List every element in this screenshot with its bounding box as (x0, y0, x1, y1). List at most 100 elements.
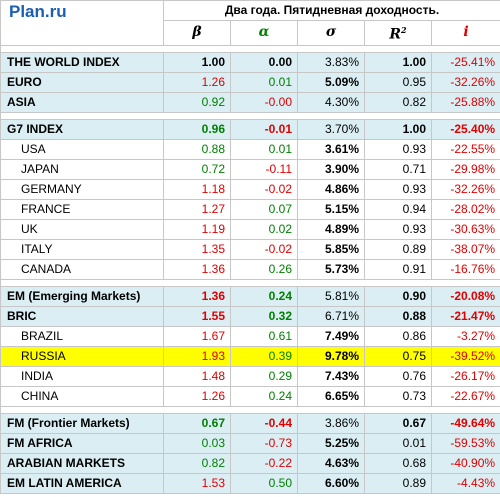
table-row: FM (Frontier Markets) 0.67 -0.44 3.86% 0… (0, 412, 500, 434)
beta-cell: 1.19 (163, 218, 231, 240)
table-row: BRIC 1.55 0.32 6.71% 0.88 -21.47% (0, 305, 500, 327)
title-row: Plan.ru Два года. Пятидневная доходность… (0, 0, 500, 46)
sigma-cell: 5.15% (297, 198, 365, 220)
r2-cell: 0.88 (364, 305, 432, 327)
col-i: i (430, 20, 500, 46)
table-row: G7 INDEX 0.96 -0.01 3.70% 1.00 -25.40% (0, 118, 500, 140)
table-row: ASIA 0.92 -0.00 4.30% 0.82 -25.88% (0, 91, 500, 113)
sigma-cell: 9.78% (297, 345, 365, 367)
alpha-cell: 0.26 (230, 258, 298, 280)
r2-cell: 0.91 (364, 258, 432, 280)
beta-cell: 1.93 (163, 345, 231, 367)
sigma-cell: 3.70% (297, 118, 365, 140)
r2-cell: 0.86 (364, 325, 432, 347)
row-name: FM (Frontier Markets) (0, 412, 164, 434)
sigma-cell: 7.43% (297, 365, 365, 387)
alpha-cell: -0.00 (230, 91, 298, 113)
r2-cell: 0.93 (364, 218, 432, 240)
table-row: INDIA 1.48 0.29 7.43% 0.76 -26.17% (0, 365, 500, 387)
column-header-row: β α σ R2 i (1, 20, 500, 46)
i-cell: -29.98% (430, 158, 500, 180)
table-row: FM AFRICA 0.03 -0.73 5.25% 0.01 -59.53% (0, 432, 500, 454)
i-cell: -38.07% (430, 238, 500, 260)
alpha-cell: -0.11 (230, 158, 298, 180)
r2-cell: 0.76 (364, 365, 432, 387)
row-name: EM LATIN AMERICA (0, 472, 164, 494)
alpha-cell: 0.24 (230, 385, 298, 407)
table-row: CANADA 1.36 0.26 5.73% 0.91 -16.76% (0, 258, 500, 280)
sigma-cell: 7.49% (297, 325, 365, 347)
r2-cell: 0.73 (364, 385, 432, 407)
r2-cell: 0.95 (364, 71, 432, 93)
i-cell: -25.40% (430, 118, 500, 140)
col-sigma: σ (297, 20, 365, 46)
table-row: UK 1.19 0.02 4.89% 0.93 -30.63% (0, 218, 500, 240)
i-cell: -39.52% (430, 345, 500, 367)
i-cell: -32.26% (430, 178, 500, 200)
beta-cell: 1.00 (163, 51, 231, 73)
alpha-cell: -0.22 (230, 452, 298, 474)
sigma-cell: 3.86% (297, 412, 365, 434)
table-row: JAPAN 0.72 -0.11 3.90% 0.71 -29.98% (0, 158, 500, 180)
table-row: GERMANY 1.18 -0.02 4.86% 0.93 -32.26% (0, 178, 500, 200)
r2-cell: 0.71 (364, 158, 432, 180)
beta-cell: 1.36 (163, 258, 231, 280)
i-cell: -59.53% (430, 432, 500, 454)
i-cell: -40.90% (430, 452, 500, 474)
sigma-cell: 5.81% (297, 285, 365, 307)
alpha-cell: -0.01 (230, 118, 298, 140)
row-name: ASIA (0, 91, 164, 113)
row-name: ITALY (0, 238, 164, 260)
row-name: UK (0, 218, 164, 240)
alpha-cell: 0.50 (230, 472, 298, 494)
i-cell: -28.02% (430, 198, 500, 220)
r2-cell: 0.01 (364, 432, 432, 454)
r2-cell: 0.75 (364, 345, 432, 367)
col-beta: β (163, 20, 231, 46)
alpha-cell: -0.02 (230, 178, 298, 200)
i-cell: -20.08% (430, 285, 500, 307)
beta-cell: 1.26 (163, 71, 231, 93)
i-cell: -32.26% (430, 71, 500, 93)
table-row: USA 0.88 0.01 3.61% 0.93 -22.55% (0, 138, 500, 160)
i-cell: -21.47% (430, 305, 500, 327)
r2-cell: 0.82 (364, 91, 432, 113)
beta-cell: 1.36 (163, 285, 231, 307)
sigma-cell: 3.61% (297, 138, 365, 160)
row-name: ARABIAN MARKETS (0, 452, 164, 474)
row-name: EM (Emerging Markets) (0, 285, 164, 307)
alpha-cell: 0.39 (230, 345, 298, 367)
beta-cell: 0.88 (163, 138, 231, 160)
table-row: FRANCE 1.27 0.07 5.15% 0.94 -28.02% (0, 198, 500, 220)
beta-cell: 0.92 (163, 91, 231, 113)
r2-cell: 0.67 (364, 412, 432, 434)
sigma-cell: 6.65% (297, 385, 365, 407)
alpha-cell: -0.44 (230, 412, 298, 434)
row-name: INDIA (0, 365, 164, 387)
alpha-cell: 0.02 (230, 218, 298, 240)
i-cell: -25.88% (430, 91, 500, 113)
row-name: GERMANY (0, 178, 164, 200)
r2-cell: 1.00 (364, 51, 432, 73)
r2-cell: 0.89 (364, 472, 432, 494)
i-cell: -26.17% (430, 365, 500, 387)
row-name: THE WORLD INDEX (0, 51, 164, 73)
beta-cell: 0.96 (163, 118, 231, 140)
beta-cell: 0.67 (163, 412, 231, 434)
alpha-cell: 0.24 (230, 285, 298, 307)
table-row: THE WORLD INDEX 1.00 0.00 3.83% 1.00 -25… (0, 51, 500, 73)
beta-cell: 1.26 (163, 385, 231, 407)
sigma-cell: 3.90% (297, 158, 365, 180)
table-row: EURO 1.26 0.01 5.09% 0.95 -32.26% (0, 71, 500, 93)
beta-cell: 1.27 (163, 198, 231, 220)
beta-cell: 1.18 (163, 178, 231, 200)
row-name: RUSSIA (0, 345, 164, 367)
row-name: G7 INDEX (0, 118, 164, 140)
table-row: CHINA 1.26 0.24 6.65% 0.73 -22.67% (0, 385, 500, 407)
row-name: BRAZIL (0, 325, 164, 347)
beta-cell: 0.72 (163, 158, 231, 180)
table-row: EM LATIN AMERICA 1.53 0.50 6.60% 0.89 -4… (0, 472, 500, 494)
r2-cell: 0.93 (364, 138, 432, 160)
alpha-cell: 0.07 (230, 198, 298, 220)
